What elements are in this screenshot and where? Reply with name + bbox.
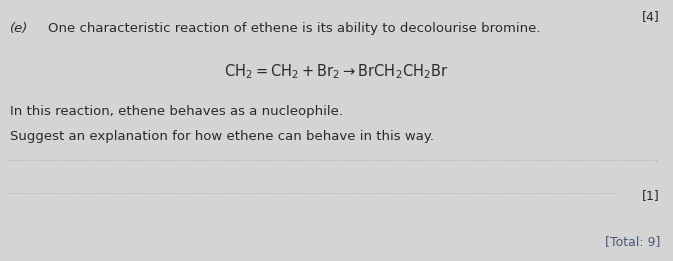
Text: One characteristic reaction of ethene is its ability to decolourise bromine.: One characteristic reaction of ethene is… xyxy=(48,22,540,35)
Text: [4]: [4] xyxy=(642,10,660,23)
Text: In this reaction, ethene behaves as a nucleophile.: In this reaction, ethene behaves as a nu… xyxy=(10,105,343,118)
Text: Suggest an explanation for how ethene can behave in this way.: Suggest an explanation for how ethene ca… xyxy=(10,130,434,143)
Text: [1]: [1] xyxy=(642,189,660,203)
Text: $\mathrm{CH_2{=}CH_2 + Br_2 \rightarrow BrCH_2CH_2Br}$: $\mathrm{CH_2{=}CH_2 + Br_2 \rightarrow … xyxy=(223,62,448,81)
Text: (e): (e) xyxy=(10,22,28,35)
Text: [Total: 9]: [Total: 9] xyxy=(604,235,660,248)
